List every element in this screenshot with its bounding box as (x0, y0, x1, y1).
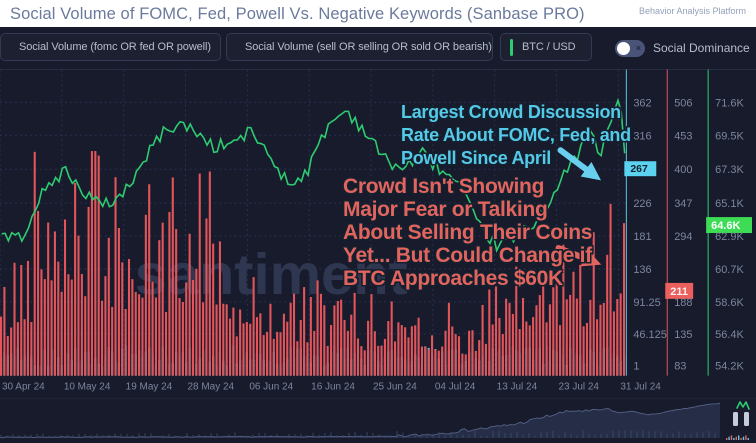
svg-text:91.25: 91.25 (633, 297, 660, 309)
svg-text:19 May 24: 19 May 24 (126, 382, 173, 393)
svg-text:347: 347 (674, 198, 692, 210)
svg-text:13 Jul 24: 13 Jul 24 (497, 382, 538, 393)
svg-text:1: 1 (633, 361, 639, 373)
svg-text:10 May 24: 10 May 24 (64, 382, 111, 393)
svg-text:506: 506 (674, 97, 692, 109)
svg-text:62.9K: 62.9K (715, 231, 744, 243)
svg-text:71.6K: 71.6K (715, 97, 744, 109)
svg-text:83: 83 (674, 361, 686, 373)
svg-text:25 Jun 24: 25 Jun 24 (373, 382, 417, 393)
svg-text:135: 135 (674, 329, 692, 341)
svg-text:136: 136 (633, 264, 651, 276)
svg-text:16 Jun 24: 16 Jun 24 (311, 382, 355, 393)
svg-text:60.7K: 60.7K (715, 264, 744, 276)
svg-text:316: 316 (633, 130, 651, 142)
svg-text:453: 453 (674, 130, 692, 142)
svg-text:67.3K: 67.3K (715, 164, 744, 176)
svg-text:28 May 24: 28 May 24 (188, 382, 235, 393)
svg-text:23 Jul 24: 23 Jul 24 (559, 382, 600, 393)
svg-text:181: 181 (633, 231, 651, 243)
svg-text:294: 294 (674, 231, 692, 243)
svg-text:06 Jun 24: 06 Jun 24 (249, 382, 293, 393)
svg-text:58.6K: 58.6K (715, 297, 744, 309)
svg-text:46.125: 46.125 (633, 329, 667, 341)
svg-text:226: 226 (633, 198, 651, 210)
svg-text:69.5K: 69.5K (715, 130, 744, 142)
svg-text:362: 362 (633, 97, 651, 109)
svg-text:30 Apr 24: 30 Apr 24 (2, 382, 45, 393)
svg-text:188: 188 (674, 297, 692, 309)
svg-text:54.2K: 54.2K (715, 361, 744, 373)
svg-text:267: 267 (630, 164, 648, 175)
svg-text:04 Jul 24: 04 Jul 24 (435, 382, 476, 393)
svg-text:400: 400 (674, 164, 692, 176)
svg-text:65.1K: 65.1K (715, 198, 744, 210)
svg-text:56.4K: 56.4K (715, 329, 744, 341)
svg-text:31 Jul 24: 31 Jul 24 (620, 382, 661, 393)
